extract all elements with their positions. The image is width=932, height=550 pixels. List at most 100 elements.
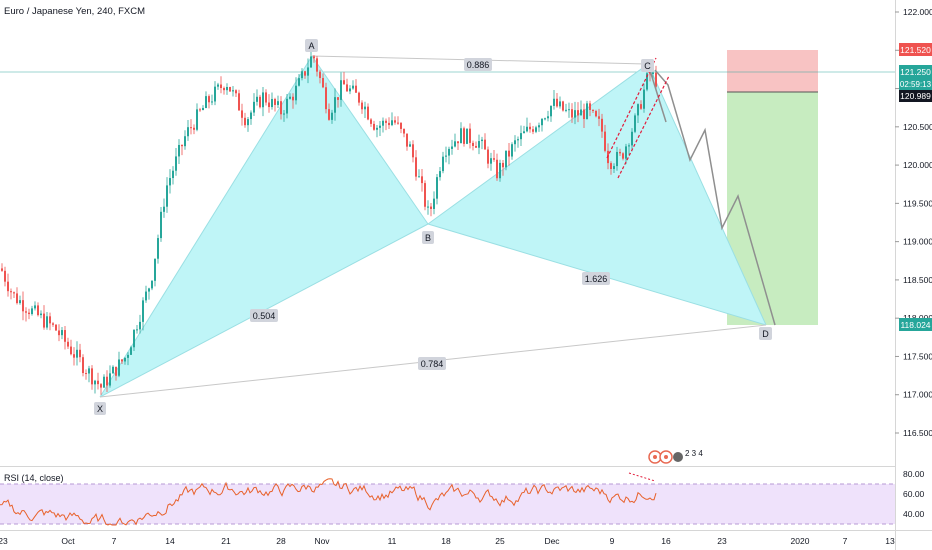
point-label-d[interactable]: D <box>759 327 772 340</box>
point-label-a[interactable]: A <box>305 39 318 52</box>
leg-xa <box>99 55 313 398</box>
candle-body <box>580 109 582 116</box>
candle-body <box>385 120 387 123</box>
svg-text:120.989: 120.989 <box>900 91 931 101</box>
candle-body <box>118 359 120 376</box>
candle-body <box>112 366 114 374</box>
rising-channel-upper[interactable] <box>606 57 657 159</box>
candle-body <box>331 112 333 120</box>
candle-body <box>244 117 246 126</box>
candle-body <box>178 144 180 157</box>
candle-body <box>424 183 426 207</box>
candle-body <box>592 109 594 112</box>
candle-body <box>19 300 21 304</box>
candle-body <box>406 133 408 147</box>
time-axis[interactable]: 23 Oct 7 14 21 28 Nov 11 18 25 Dec 9 16 23 2020 7 13 <box>0 536 895 546</box>
event-icon-dot <box>653 455 657 459</box>
time-axis-label: 7 <box>843 536 848 546</box>
candle-body <box>490 158 492 164</box>
price-axis-label: 116.500 <box>903 428 932 438</box>
projected-price-path[interactable] <box>654 69 776 326</box>
candle-body <box>253 101 255 113</box>
point-label-b[interactable]: B <box>422 231 434 244</box>
point-label-c[interactable]: C <box>641 59 654 72</box>
candle-body <box>76 349 78 358</box>
candle-body <box>37 305 39 316</box>
candle-body <box>619 151 621 154</box>
stop-loss-price-label: 121.520 <box>899 43 932 56</box>
candle-body <box>394 120 396 123</box>
candle-body <box>439 171 441 178</box>
svg-text:C: C <box>644 61 651 71</box>
candlestick-series[interactable] <box>1 51 657 395</box>
rsi-line[interactable] <box>0 478 657 526</box>
candle-body <box>400 122 402 129</box>
candle-body <box>316 58 318 72</box>
candle-body <box>598 116 600 119</box>
events-icons[interactable]: 2 3 4 <box>648 449 703 464</box>
candle-body <box>184 136 186 147</box>
ratio-label-bd[interactable]: 1.626 <box>582 272 610 285</box>
candle-body <box>106 376 108 386</box>
candle-body <box>655 72 657 87</box>
candle-body <box>139 321 141 330</box>
candle-body <box>214 86 216 102</box>
candle-body <box>61 330 63 336</box>
candle-body <box>349 88 351 92</box>
candle-body <box>325 87 327 110</box>
candle-body <box>520 133 522 140</box>
candle-body <box>88 368 90 374</box>
rsi-divergence-line[interactable] <box>628 472 656 482</box>
stop-loss-zone[interactable] <box>727 50 818 92</box>
candle-body <box>532 129 534 132</box>
time-axis-label: 14 <box>165 536 175 546</box>
projected-path-start <box>647 63 667 123</box>
pattern-xab-triangle[interactable] <box>100 56 428 397</box>
candle-body <box>121 359 123 362</box>
candle-body <box>370 119 372 124</box>
candle-body <box>565 109 567 111</box>
time-axis-label: 23 <box>717 536 727 546</box>
time-axis-label: Nov <box>314 536 330 546</box>
candle-body <box>313 56 315 59</box>
candle-body <box>526 126 528 132</box>
ratio-label-ac[interactable]: 0.886 <box>464 58 492 71</box>
candle-body <box>217 84 219 87</box>
pattern-bcd-triangle[interactable] <box>428 64 766 325</box>
candle-body <box>586 103 588 120</box>
candle-body <box>382 120 384 126</box>
candle-body <box>610 163 612 169</box>
ratio-label-xb[interactable]: 0.504 <box>250 309 278 322</box>
candle-body <box>496 159 498 179</box>
candle-body <box>148 288 150 292</box>
candle-body <box>352 85 354 89</box>
ratio-label-xd[interactable]: 0.784 <box>418 357 446 370</box>
candle-body <box>556 98 558 107</box>
time-axis-label: 9 <box>610 536 615 546</box>
candle-body <box>448 148 450 156</box>
candle-body <box>355 85 357 93</box>
candle-body <box>55 324 57 331</box>
candle-body <box>403 128 405 134</box>
point-label-x[interactable]: X <box>94 402 106 415</box>
candle-body <box>151 280 153 289</box>
candle-body <box>646 73 648 90</box>
person-icon[interactable] <box>673 452 683 462</box>
candle-body <box>238 93 240 111</box>
price-axis-label: 120.000 <box>903 160 932 170</box>
candle-body <box>115 366 117 376</box>
candle-body <box>274 98 276 105</box>
candle-body <box>562 101 564 111</box>
rising-channel-lower[interactable] <box>617 75 670 179</box>
price-axis-label: 118.500 <box>903 275 932 285</box>
candle-body <box>415 157 417 177</box>
target-price-label: 118.024 <box>899 318 932 331</box>
price-axis-label: 117.000 <box>903 390 932 400</box>
candle-body <box>91 368 93 385</box>
candle-body <box>436 177 438 199</box>
candle-body <box>16 293 18 304</box>
rsi-axis[interactable]: 80.00 60.00 40.00 <box>903 469 925 519</box>
candle-body <box>454 141 456 147</box>
